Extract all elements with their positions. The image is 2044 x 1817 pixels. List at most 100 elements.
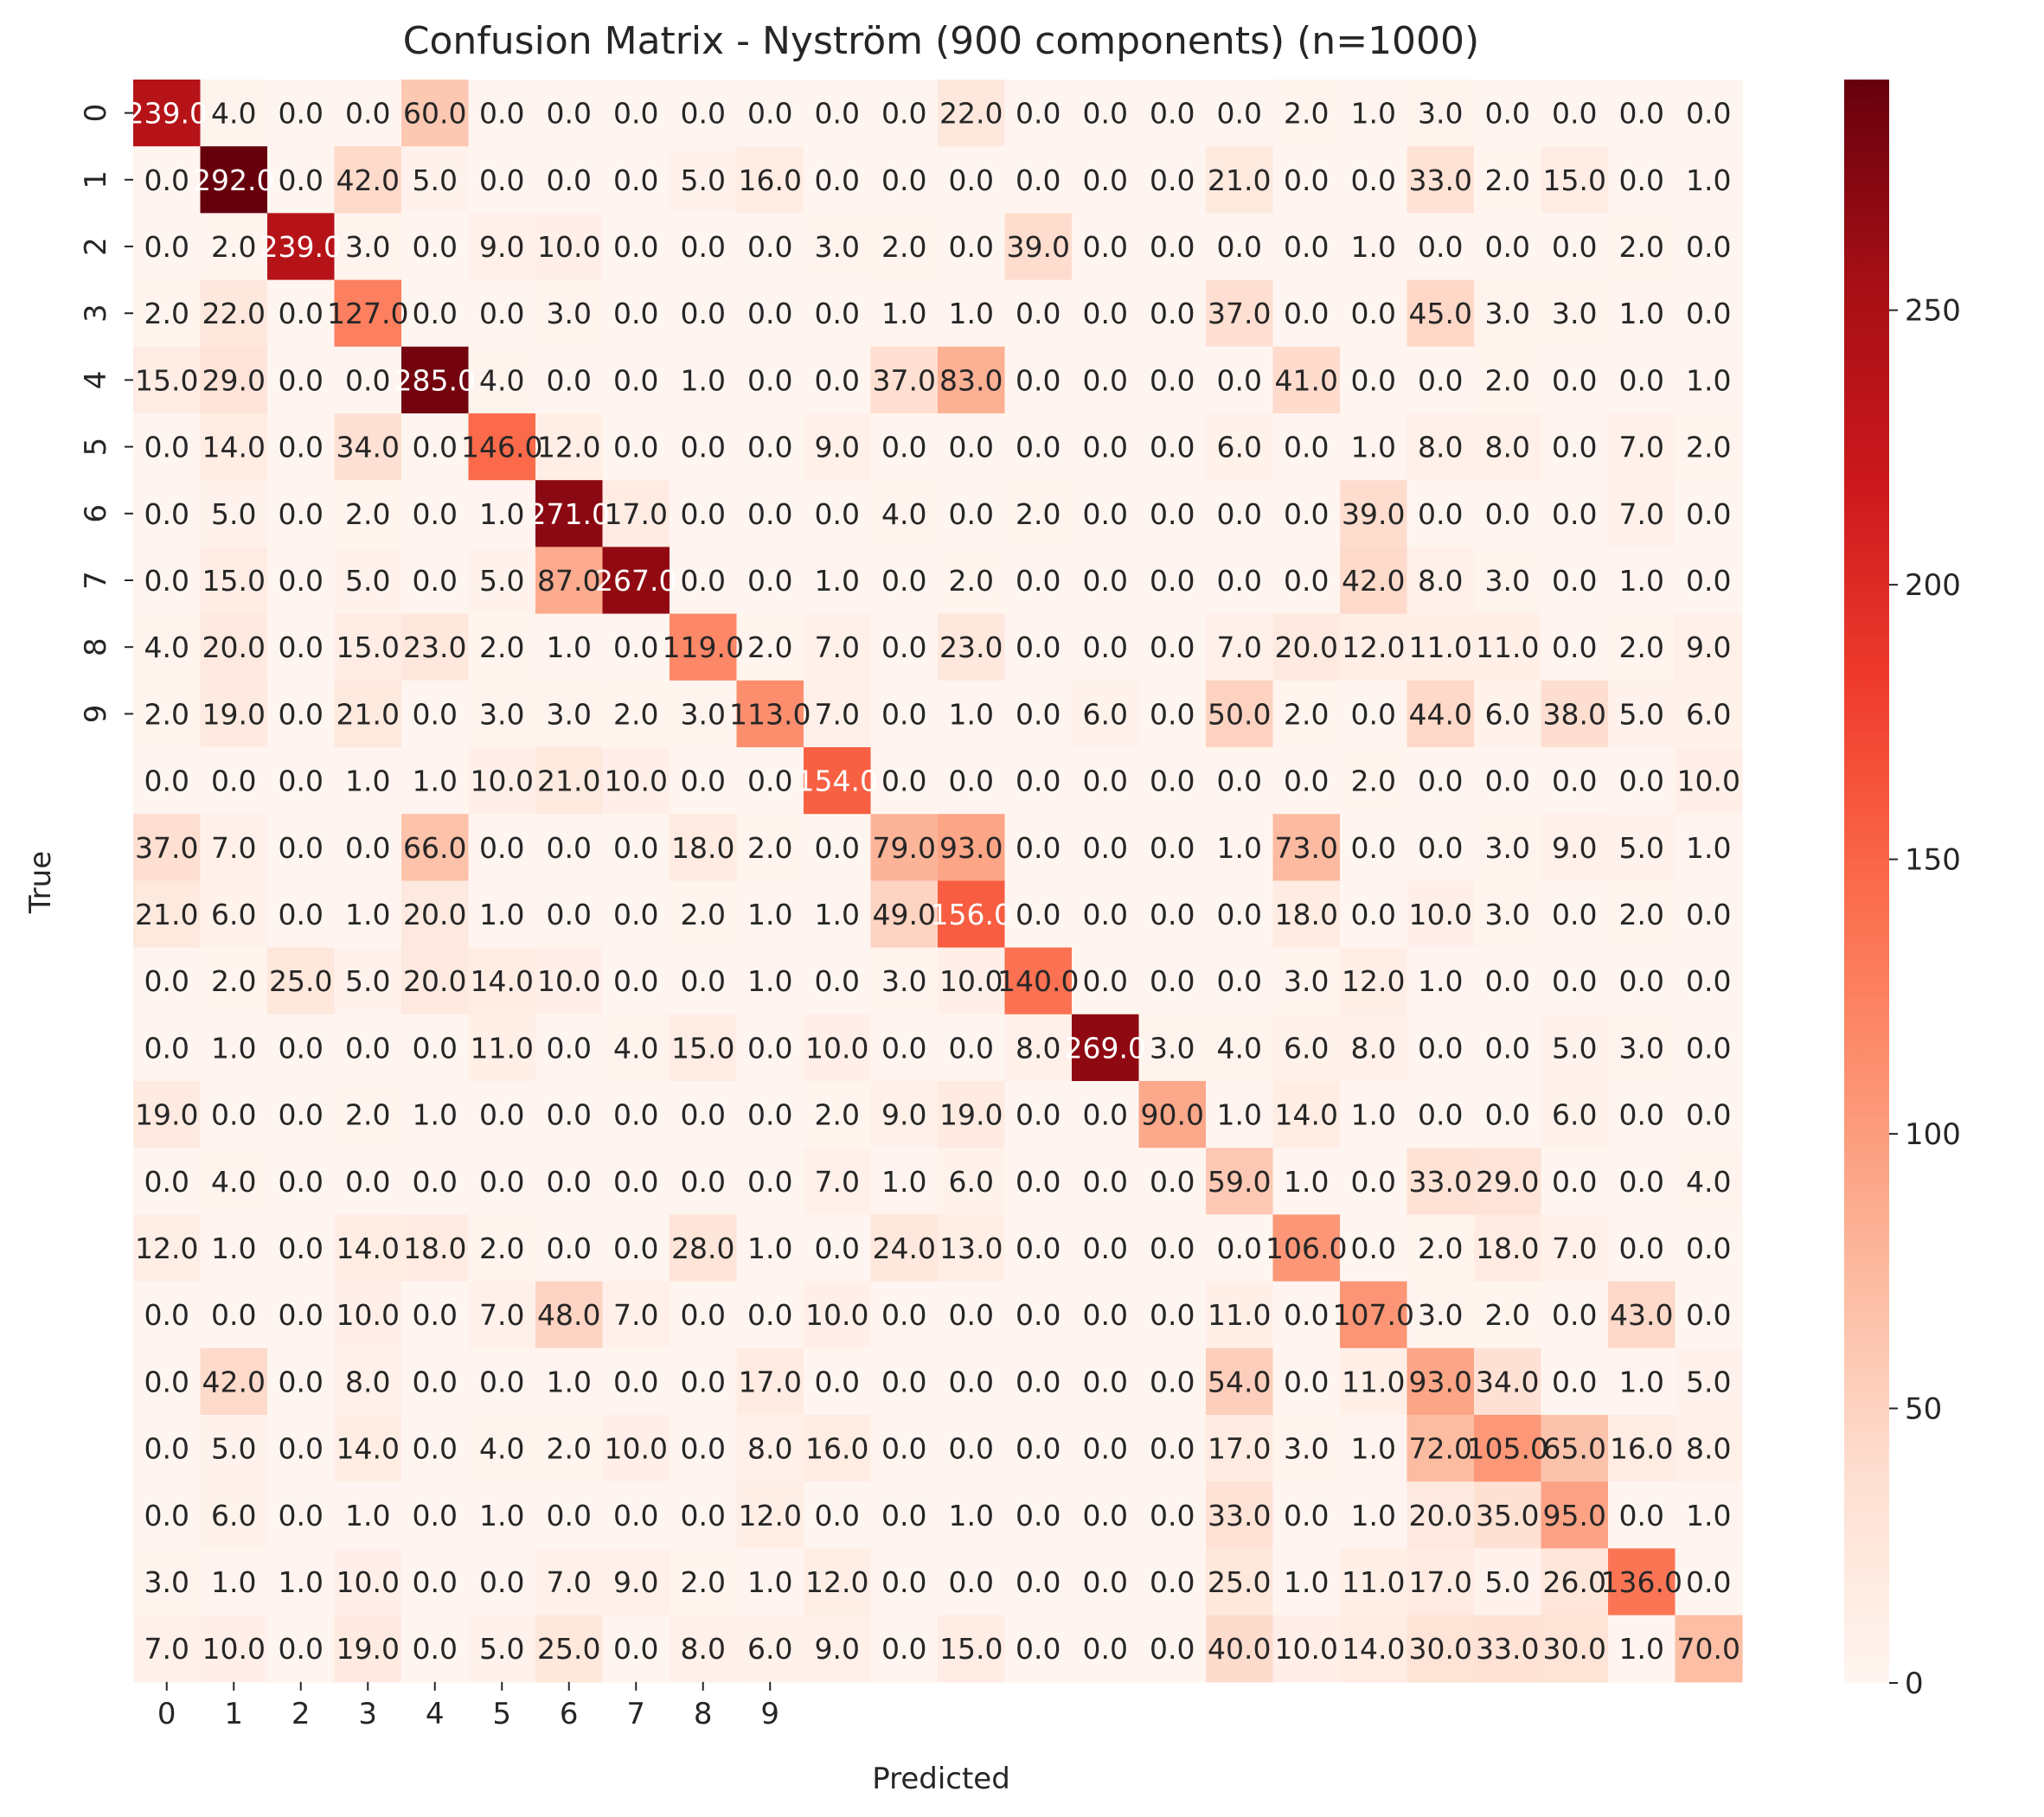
cell-value-label: 28.0 bbox=[671, 1232, 734, 1265]
y-axis-label: True bbox=[23, 851, 58, 914]
cell-value-label: 0.0 bbox=[747, 230, 792, 264]
y-tick-label: 5 bbox=[79, 438, 113, 457]
cell-value-label: 0.0 bbox=[1552, 630, 1597, 664]
heatmap-cell bbox=[1406, 1481, 1475, 1549]
cell-value-label: 0.0 bbox=[1284, 564, 1329, 598]
cell-value-label: 3.0 bbox=[144, 1565, 189, 1599]
cell-value-label: 1.0 bbox=[949, 297, 994, 330]
heatmap-cell bbox=[133, 814, 202, 881]
heatmap-cell bbox=[1138, 1081, 1207, 1148]
heatmap-cell bbox=[267, 1014, 336, 1082]
heatmap-cell bbox=[200, 1148, 268, 1215]
heatmap-cell bbox=[401, 1281, 470, 1349]
heatmap-cell bbox=[1206, 1615, 1274, 1683]
cell-value-label: 0.0 bbox=[1485, 765, 1530, 798]
cell-value-label: 0.0 bbox=[144, 1031, 189, 1065]
cell-value-label: 11.0 bbox=[1208, 1298, 1271, 1332]
cell-value-label: 12.0 bbox=[805, 1565, 868, 1599]
cell-value-label: 0.0 bbox=[1619, 1499, 1664, 1532]
cell-value-label: 0.0 bbox=[479, 1098, 524, 1132]
heatmap-cell bbox=[1675, 947, 1743, 1015]
heatmap-cell bbox=[1406, 1014, 1475, 1082]
cell-value-label: 6.0 bbox=[1284, 1031, 1329, 1065]
heatmap-cell bbox=[468, 279, 536, 348]
cell-value-label: 20.0 bbox=[1275, 630, 1338, 664]
heatmap-cell bbox=[1406, 680, 1475, 748]
cell-value-label: 79.0 bbox=[873, 831, 936, 865]
heatmap-cell bbox=[602, 1548, 670, 1616]
cell-value-label: 20.0 bbox=[202, 630, 266, 664]
heatmap-cell bbox=[133, 1615, 202, 1683]
cell-value-label: 95.0 bbox=[1543, 1499, 1606, 1532]
cell-value-label: 0.0 bbox=[881, 431, 926, 464]
heatmap-cell bbox=[1608, 213, 1676, 281]
heatmap-cell bbox=[200, 1415, 268, 1482]
cell-value-label: 0.0 bbox=[747, 564, 792, 598]
heatmap-cell bbox=[401, 1481, 470, 1549]
heatmap-cell bbox=[200, 413, 268, 481]
cell-value-label: 17.0 bbox=[1208, 1432, 1271, 1466]
cell-value-label: 66.0 bbox=[403, 831, 466, 865]
heatmap-cell bbox=[468, 613, 536, 681]
cell-value-label: 0.0 bbox=[413, 1632, 458, 1666]
cell-value-label: 0.0 bbox=[279, 564, 324, 598]
heatmap-cell bbox=[468, 1214, 536, 1283]
heatmap-cell bbox=[267, 1081, 336, 1148]
cell-value-label: 0.0 bbox=[279, 898, 324, 931]
cell-value-label: 30.0 bbox=[1543, 1632, 1606, 1666]
cell-value-label: 0.0 bbox=[1552, 431, 1597, 464]
heatmap-cell bbox=[804, 947, 872, 1015]
cell-value-label: 0.0 bbox=[881, 1565, 926, 1599]
heatmap-cell bbox=[1072, 1214, 1140, 1283]
heatmap-cell bbox=[1072, 279, 1140, 348]
cell-value-label: 0.0 bbox=[1016, 1632, 1060, 1666]
heatmap-cell bbox=[1541, 1347, 1609, 1416]
cell-value-label: 18.0 bbox=[1476, 1232, 1539, 1265]
heatmap-cell bbox=[938, 413, 1006, 481]
heatmap-cell bbox=[1004, 547, 1073, 615]
heatmap-cell bbox=[870, 1014, 939, 1082]
cell-value-label: 0.0 bbox=[1418, 1098, 1463, 1132]
cell-value-label: 0.0 bbox=[747, 1165, 792, 1199]
cell-value-label: 59.0 bbox=[1208, 1165, 1271, 1199]
cell-value-label: 1.0 bbox=[211, 1232, 256, 1265]
cell-value-label: 0.0 bbox=[1016, 630, 1060, 664]
cell-value-label: 21.0 bbox=[135, 898, 198, 931]
heatmap-cell bbox=[1608, 1081, 1676, 1148]
heatmap-cell bbox=[267, 279, 336, 348]
cell-value-label: 0.0 bbox=[1686, 497, 1731, 531]
heatmap-cell bbox=[938, 1415, 1006, 1482]
heatmap-cell bbox=[670, 814, 738, 881]
heatmap-cell bbox=[1541, 680, 1609, 748]
heatmap-cell bbox=[736, 413, 804, 481]
cell-value-label: 8.0 bbox=[1686, 1432, 1731, 1466]
heatmap-cell bbox=[1138, 279, 1207, 348]
cell-value-label: 0.0 bbox=[747, 297, 792, 330]
cell-value-label: 0.0 bbox=[547, 1098, 592, 1132]
cell-value-label: 0.0 bbox=[815, 297, 860, 330]
heatmap-cell bbox=[1272, 680, 1341, 748]
colorbar bbox=[1844, 80, 1889, 1683]
heatmap-cell bbox=[1608, 1615, 1676, 1683]
cell-value-label: 44.0 bbox=[1409, 697, 1472, 731]
heatmap-cell bbox=[1272, 613, 1341, 681]
cell-value-label: 5.0 bbox=[681, 163, 726, 197]
heatmap-cell bbox=[535, 1548, 604, 1616]
heatmap-cell bbox=[870, 1148, 939, 1215]
cell-value-label: 0.0 bbox=[1016, 1232, 1060, 1265]
heatmap-cell bbox=[1675, 1081, 1743, 1148]
heatmap-cell bbox=[1004, 213, 1073, 281]
cell-value-label: 0.0 bbox=[1016, 1098, 1060, 1132]
cell-value-label: 0.0 bbox=[279, 1232, 324, 1265]
cell-value-label: 0.0 bbox=[613, 163, 658, 197]
heatmap-cell bbox=[468, 1615, 536, 1683]
cell-value-label: 0.0 bbox=[279, 831, 324, 865]
cell-value-label: 0.0 bbox=[681, 431, 726, 464]
cell-value-label: 0.0 bbox=[613, 1632, 658, 1666]
cell-value-label: 0.0 bbox=[881, 1298, 926, 1332]
cell-value-label: 93.0 bbox=[1409, 1365, 1472, 1398]
cell-value-label: 29.0 bbox=[1476, 1165, 1539, 1199]
cell-value-label: 10.0 bbox=[1677, 765, 1740, 798]
heatmap-cell bbox=[535, 680, 604, 748]
